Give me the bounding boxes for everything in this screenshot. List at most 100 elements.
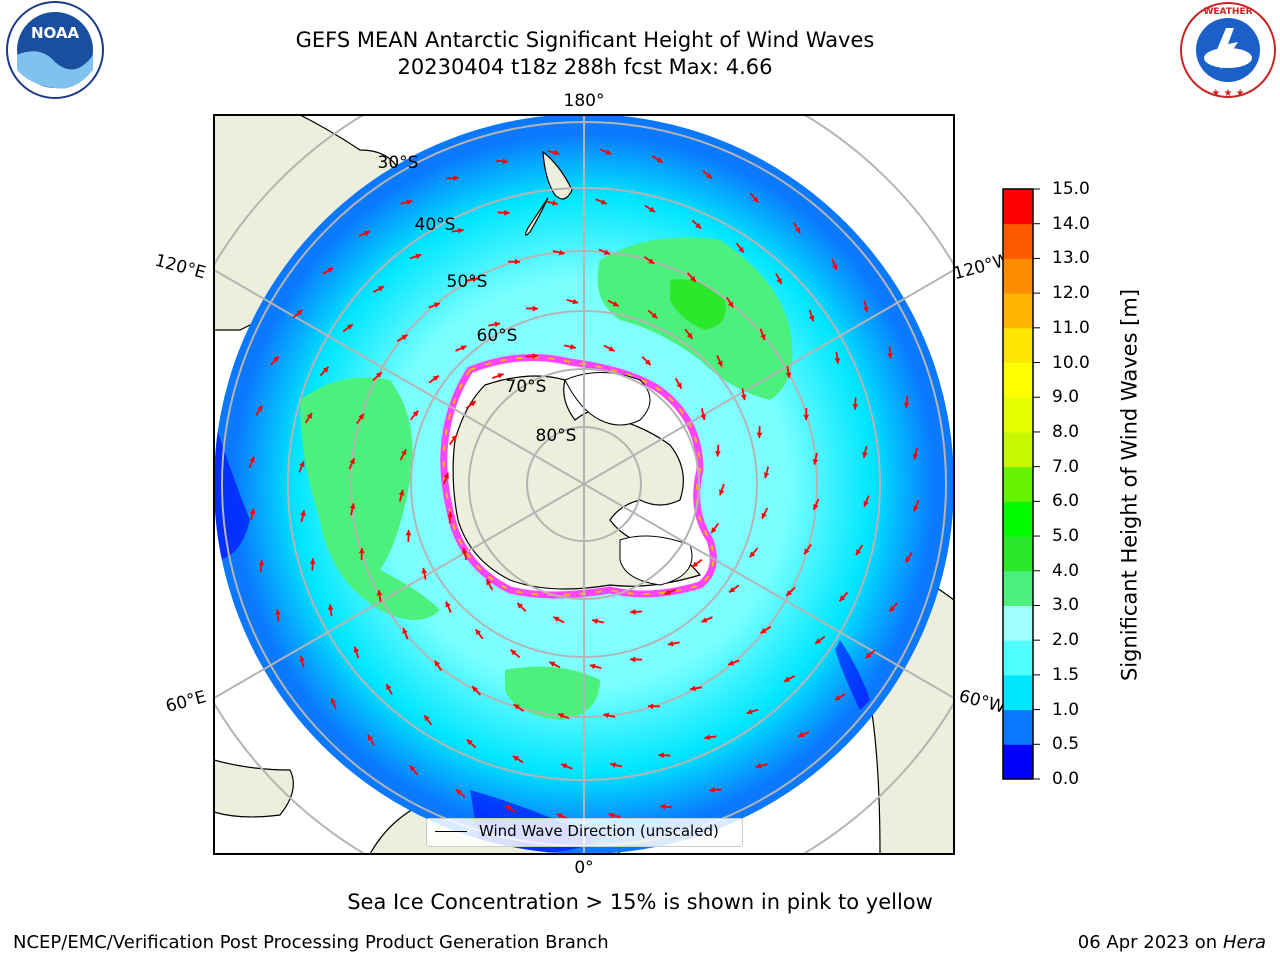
colorbar-tick-label: 13.0 bbox=[1052, 248, 1090, 269]
colorbar-tick-label: 15.0 bbox=[1052, 179, 1090, 199]
nws-logo: WEATHER ★ ★ ★ bbox=[1180, 2, 1276, 99]
wave-zone-south-atlantic bbox=[505, 666, 600, 720]
wind-arrows bbox=[248, 148, 920, 820]
lon-label-60e: 60°E bbox=[164, 687, 209, 717]
wind-arrow-head bbox=[458, 227, 464, 234]
colorbar-tick-label: 1.0 bbox=[1052, 699, 1080, 720]
wind-arrow-head bbox=[709, 787, 715, 793]
wind-arrow-head bbox=[648, 258, 655, 264]
weddell-ice-shelf bbox=[619, 535, 693, 586]
wind-arrow-head bbox=[472, 686, 478, 693]
wind-arrow-head bbox=[608, 812, 615, 819]
wind-arrow-head bbox=[401, 449, 407, 456]
colorbar-tick-label: 7.0 bbox=[1052, 456, 1080, 477]
wind-arrow-head bbox=[649, 206, 656, 213]
wind-arrow-head bbox=[398, 489, 405, 496]
wind-arrow-head bbox=[447, 511, 453, 517]
colorbar-segment bbox=[1003, 466, 1033, 502]
wind-arrow-head bbox=[760, 333, 766, 340]
wind-arrow-head bbox=[327, 267, 334, 274]
colorbar-tick-label: 3.0 bbox=[1052, 595, 1080, 616]
wind-arrow-head bbox=[832, 264, 838, 271]
wind-arrow-head bbox=[852, 404, 859, 410]
wind-arrow-head bbox=[913, 505, 919, 512]
wind-arrow-head bbox=[786, 590, 793, 596]
wind-arrow-head bbox=[299, 461, 305, 468]
wind-arrow-head bbox=[706, 173, 713, 179]
wind-arrow-head bbox=[756, 432, 763, 439]
meridians bbox=[214, 115, 954, 854]
wind-arrow-head bbox=[306, 412, 313, 419]
wind-arrow-head bbox=[605, 149, 612, 155]
wind-arrow-head bbox=[346, 324, 353, 330]
footer-date-text: 06 Apr 2023 on bbox=[1077, 932, 1223, 953]
colorbar-segment bbox=[1003, 431, 1033, 468]
wind-arrow-head bbox=[729, 586, 736, 593]
svg-text:★ ★ ★: ★ ★ ★ bbox=[1211, 88, 1244, 99]
wind-arrow-head bbox=[309, 558, 316, 564]
wind-arrow-head bbox=[752, 196, 759, 203]
wind-arrow-head bbox=[257, 405, 263, 412]
wind-arrow-head bbox=[612, 301, 619, 307]
wind-arrow-head bbox=[460, 345, 467, 351]
wind-arrow-head bbox=[358, 547, 365, 554]
colorbar-tick-label: 2.0 bbox=[1052, 630, 1080, 651]
footer-credit: NCEP/EMC/Verification Post Processing Pr… bbox=[13, 932, 609, 953]
wind-arrow-head bbox=[704, 734, 710, 741]
colorbar bbox=[1003, 188, 1040, 780]
wind-arrow-head bbox=[375, 372, 382, 378]
wind-arrow-head bbox=[421, 567, 428, 574]
wind-arrow-head bbox=[717, 360, 723, 367]
legend-text: Wind Wave Direction (unscaled) bbox=[479, 822, 719, 840]
wind-arrow-head bbox=[258, 559, 265, 566]
colorbar-tick-label: 8.0 bbox=[1052, 421, 1080, 442]
wind-arrow-head bbox=[776, 277, 782, 284]
wind-arrow-head bbox=[358, 413, 364, 420]
wind-arrow-head bbox=[572, 298, 579, 305]
wave-zone-pacific-peak bbox=[670, 279, 726, 330]
wind-arrow-head bbox=[755, 763, 762, 769]
wind-arrow-head bbox=[715, 451, 721, 457]
wind-arrow-head bbox=[556, 813, 563, 819]
wind-arrow-head bbox=[330, 697, 336, 704]
wind-arrow-head bbox=[629, 656, 636, 663]
wind-arrow-head bbox=[532, 305, 539, 312]
wind-arrow-head bbox=[746, 708, 753, 715]
wind-arrow-head bbox=[553, 149, 560, 156]
wave-zone-indian bbox=[300, 377, 440, 620]
colorbar-segment bbox=[1003, 570, 1033, 606]
wind-arrow-head bbox=[784, 676, 791, 682]
wind-arrow-head bbox=[505, 805, 512, 811]
lat-label-80s: 80°S bbox=[536, 426, 577, 446]
colorbar-segment bbox=[1003, 397, 1033, 433]
wind-arrow-head bbox=[412, 410, 419, 417]
wind-arrow-head bbox=[299, 655, 305, 662]
wind-arrow-head bbox=[433, 302, 440, 308]
wind-arrow-head bbox=[486, 579, 492, 586]
colorbar-segment bbox=[1003, 536, 1033, 572]
wind-arrow-head bbox=[327, 604, 334, 610]
wind-arrow-head bbox=[812, 458, 819, 465]
wind-arrow-head bbox=[903, 402, 910, 409]
wind-arrow-head bbox=[692, 561, 699, 567]
wind-arrow-head bbox=[608, 346, 615, 352]
wind-arrow-head bbox=[760, 627, 767, 634]
wind-arrow-head bbox=[349, 458, 355, 465]
wind-arrow-head bbox=[738, 246, 744, 253]
wind-arrow-head bbox=[664, 589, 671, 595]
wind-arrow-head bbox=[658, 752, 664, 759]
wind-arrow-head bbox=[855, 549, 862, 556]
new-zealand-south bbox=[524, 197, 549, 236]
wind-arrow-head bbox=[532, 353, 538, 359]
wind-arrow-head bbox=[676, 382, 682, 389]
colorbar-segment bbox=[1003, 674, 1033, 711]
wind-arrow-head bbox=[701, 617, 708, 623]
wind-arrow-head bbox=[686, 332, 693, 339]
wind-arrow-head bbox=[656, 157, 663, 163]
wind-arrow-head bbox=[415, 253, 422, 260]
wind-arrow-head bbox=[472, 276, 478, 283]
wind-arrow-head bbox=[592, 618, 598, 625]
wind-arrow-head bbox=[797, 732, 804, 738]
colorbar-tick-label: 14.0 bbox=[1052, 213, 1090, 234]
